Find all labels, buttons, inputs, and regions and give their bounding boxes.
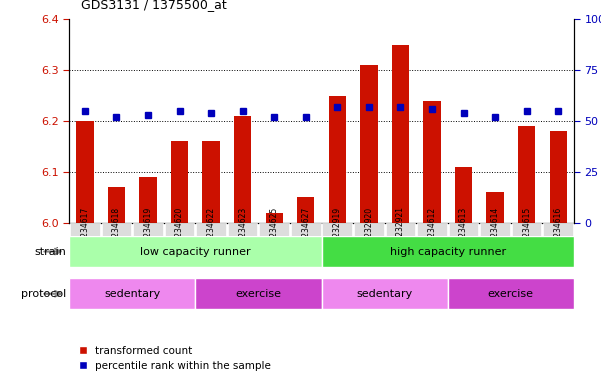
Bar <box>171 141 188 223</box>
Text: GSM232919: GSM232919 <box>333 206 342 253</box>
FancyBboxPatch shape <box>512 223 542 236</box>
Text: strain: strain <box>34 247 66 257</box>
FancyBboxPatch shape <box>480 223 510 236</box>
FancyBboxPatch shape <box>133 223 163 236</box>
Text: GSM234612: GSM234612 <box>427 206 436 253</box>
Text: GSM234614: GSM234614 <box>490 206 499 253</box>
Text: GSM234619: GSM234619 <box>144 206 153 253</box>
Bar <box>518 126 535 223</box>
Bar <box>234 116 251 223</box>
Text: low capacity runner: low capacity runner <box>140 247 251 257</box>
Text: sedentary: sedentary <box>104 289 160 299</box>
FancyBboxPatch shape <box>449 223 478 236</box>
FancyBboxPatch shape <box>322 278 448 309</box>
FancyBboxPatch shape <box>354 223 383 236</box>
Bar <box>360 65 377 223</box>
Text: GSM232920: GSM232920 <box>364 206 373 253</box>
FancyBboxPatch shape <box>448 278 574 309</box>
Bar <box>486 192 504 223</box>
Text: GSM234620: GSM234620 <box>175 206 184 253</box>
Text: GSM234615: GSM234615 <box>522 206 531 253</box>
Bar <box>297 197 314 223</box>
Text: GSM234616: GSM234616 <box>554 206 563 253</box>
FancyBboxPatch shape <box>228 223 257 236</box>
Text: protocol: protocol <box>21 289 66 299</box>
FancyBboxPatch shape <box>417 223 447 236</box>
Text: high capacity runner: high capacity runner <box>389 247 506 257</box>
Bar <box>203 141 220 223</box>
FancyBboxPatch shape <box>322 236 574 267</box>
Bar <box>108 187 125 223</box>
Bar <box>76 121 94 223</box>
FancyBboxPatch shape <box>165 223 194 236</box>
Text: GDS3131 / 1375500_at: GDS3131 / 1375500_at <box>81 0 227 12</box>
FancyBboxPatch shape <box>195 278 322 309</box>
FancyBboxPatch shape <box>291 223 320 236</box>
Text: GSM234627: GSM234627 <box>301 206 310 253</box>
FancyBboxPatch shape <box>386 223 415 236</box>
Bar <box>266 213 283 223</box>
Bar <box>549 131 567 223</box>
Text: GSM234613: GSM234613 <box>459 206 468 253</box>
FancyBboxPatch shape <box>102 223 131 236</box>
Text: GSM234617: GSM234617 <box>81 206 90 253</box>
Bar <box>455 167 472 223</box>
FancyBboxPatch shape <box>260 223 289 236</box>
Text: exercise: exercise <box>236 289 281 299</box>
FancyBboxPatch shape <box>69 236 322 267</box>
FancyBboxPatch shape <box>69 278 195 309</box>
Bar <box>392 45 409 223</box>
Text: GSM232921: GSM232921 <box>396 207 405 252</box>
FancyBboxPatch shape <box>70 223 100 236</box>
FancyBboxPatch shape <box>197 223 226 236</box>
Text: exercise: exercise <box>488 289 534 299</box>
Text: GSM234623: GSM234623 <box>238 206 247 253</box>
FancyBboxPatch shape <box>543 223 573 236</box>
Bar <box>139 177 157 223</box>
Text: GSM234625: GSM234625 <box>270 206 279 253</box>
Bar <box>423 101 441 223</box>
Text: sedentary: sedentary <box>356 289 413 299</box>
Legend: transformed count, percentile rank within the sample: transformed count, percentile rank withi… <box>75 341 275 375</box>
Text: GSM234618: GSM234618 <box>112 206 121 253</box>
Bar <box>329 96 346 223</box>
Text: GSM234622: GSM234622 <box>207 206 216 253</box>
FancyBboxPatch shape <box>323 223 352 236</box>
